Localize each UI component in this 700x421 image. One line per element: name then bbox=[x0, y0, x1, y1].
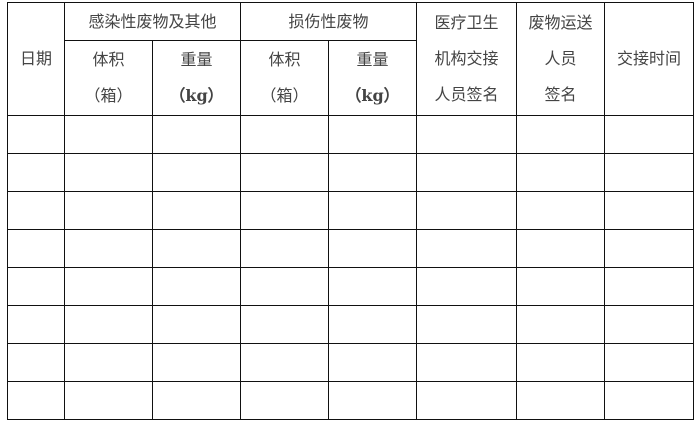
table-cell[interactable] bbox=[328, 267, 417, 306]
header-line: 医疗卫生 bbox=[434, 13, 499, 32]
table-cell[interactable] bbox=[516, 115, 605, 154]
header-line: 签名 bbox=[544, 85, 577, 104]
header-line: （kg） bbox=[169, 86, 224, 105]
table-cell[interactable] bbox=[64, 229, 153, 268]
header-line: 机构交接 bbox=[434, 49, 499, 68]
table-cell[interactable] bbox=[328, 305, 417, 344]
header-line: 人员 bbox=[544, 49, 577, 68]
header-line: 人员签名 bbox=[434, 85, 499, 104]
header-line: 重量 bbox=[180, 50, 213, 69]
table-row bbox=[7, 229, 694, 268]
header-line: （箱） bbox=[260, 86, 309, 105]
table-cell[interactable] bbox=[7, 153, 65, 192]
table-cell[interactable] bbox=[64, 153, 153, 192]
table-cell[interactable] bbox=[328, 343, 417, 382]
header-sharps-weight: 重量 （kg） bbox=[328, 40, 417, 116]
table-row bbox=[7, 267, 694, 306]
table-row bbox=[7, 381, 694, 420]
table-cell[interactable] bbox=[240, 305, 329, 344]
table-cell[interactable] bbox=[240, 381, 329, 420]
table-cell[interactable] bbox=[64, 343, 153, 382]
table-row bbox=[7, 115, 694, 154]
table-cell[interactable] bbox=[328, 229, 417, 268]
header-infectious-weight: 重量 （kg） bbox=[152, 40, 241, 116]
table-cell[interactable] bbox=[240, 343, 329, 382]
header-infectious-volume: 体积 （箱） bbox=[64, 40, 153, 116]
header-line: 重量 bbox=[356, 50, 389, 69]
table-cell[interactable] bbox=[604, 381, 694, 420]
table-cell[interactable] bbox=[328, 381, 417, 420]
table-cell[interactable] bbox=[516, 153, 605, 192]
table-cell[interactable] bbox=[7, 381, 65, 420]
table-cell[interactable] bbox=[240, 153, 329, 192]
table-cell[interactable] bbox=[604, 267, 694, 306]
table-cell[interactable] bbox=[604, 229, 694, 268]
table-cell[interactable] bbox=[416, 343, 517, 382]
table-cell[interactable] bbox=[240, 267, 329, 306]
table-cell[interactable] bbox=[7, 343, 65, 382]
header-transport-signature: 废物运送 人员 签名 bbox=[516, 2, 605, 116]
table-cell[interactable] bbox=[152, 153, 241, 192]
table-cell[interactable] bbox=[328, 115, 417, 154]
table-cell[interactable] bbox=[516, 191, 605, 230]
table-cell[interactable] bbox=[604, 305, 694, 344]
table-cell[interactable] bbox=[240, 229, 329, 268]
table-cell[interactable] bbox=[328, 191, 417, 230]
table-cell[interactable] bbox=[516, 229, 605, 268]
table-cell[interactable] bbox=[152, 305, 241, 344]
header-sharps-waste: 损伤性废物 bbox=[240, 2, 417, 41]
table-cell[interactable] bbox=[7, 229, 65, 268]
table-cell[interactable] bbox=[152, 343, 241, 382]
table-row bbox=[7, 191, 694, 230]
table-cell[interactable] bbox=[604, 191, 694, 230]
table-cell[interactable] bbox=[416, 191, 517, 230]
table-cell[interactable] bbox=[416, 381, 517, 420]
table-cell[interactable] bbox=[152, 115, 241, 154]
table-cell[interactable] bbox=[416, 153, 517, 192]
header-date: 日期 bbox=[7, 2, 65, 116]
table-row bbox=[7, 343, 694, 382]
table-cell[interactable] bbox=[240, 191, 329, 230]
table-cell[interactable] bbox=[7, 191, 65, 230]
table-row bbox=[7, 153, 694, 192]
table-cell[interactable] bbox=[152, 229, 241, 268]
table-cell[interactable] bbox=[328, 153, 417, 192]
table-cell[interactable] bbox=[516, 343, 605, 382]
table-cell[interactable] bbox=[416, 229, 517, 268]
table-cell[interactable] bbox=[604, 115, 694, 154]
table-cell[interactable] bbox=[152, 267, 241, 306]
table-row bbox=[7, 305, 694, 344]
table-cell[interactable] bbox=[64, 381, 153, 420]
header-line: 体积 bbox=[92, 50, 125, 69]
waste-handover-table: 日期 感染性废物及其他 损伤性废物 医疗卫生 机构交接 人员签名 废物运送 人员… bbox=[7, 2, 694, 420]
header-facility-signature: 医疗卫生 机构交接 人员签名 bbox=[416, 2, 517, 116]
header-line: 体积 bbox=[268, 50, 301, 69]
table-cell[interactable] bbox=[152, 381, 241, 420]
table-cell[interactable] bbox=[604, 343, 694, 382]
table-cell[interactable] bbox=[416, 267, 517, 306]
table-cell[interactable] bbox=[604, 153, 694, 192]
table-cell[interactable] bbox=[240, 115, 329, 154]
table-cell[interactable] bbox=[64, 305, 153, 344]
table-cell[interactable] bbox=[516, 381, 605, 420]
table-cell[interactable] bbox=[7, 305, 65, 344]
table-cell[interactable] bbox=[64, 115, 153, 154]
header-line: 废物运送 bbox=[528, 13, 593, 32]
table-cell[interactable] bbox=[416, 115, 517, 154]
table-cell[interactable] bbox=[152, 191, 241, 230]
header-infectious-waste: 感染性废物及其他 bbox=[64, 2, 241, 41]
header-sharps-volume: 体积 （箱） bbox=[240, 40, 329, 116]
table-cell[interactable] bbox=[7, 115, 65, 154]
table-cell[interactable] bbox=[516, 305, 605, 344]
table-cell[interactable] bbox=[516, 267, 605, 306]
header-line: （箱） bbox=[84, 86, 133, 105]
table-cell[interactable] bbox=[64, 191, 153, 230]
header-handover-time: 交接时间 bbox=[604, 2, 694, 116]
table-cell[interactable] bbox=[7, 267, 65, 306]
table-cell[interactable] bbox=[416, 305, 517, 344]
table-cell[interactable] bbox=[64, 267, 153, 306]
header-line: （kg） bbox=[345, 86, 400, 105]
